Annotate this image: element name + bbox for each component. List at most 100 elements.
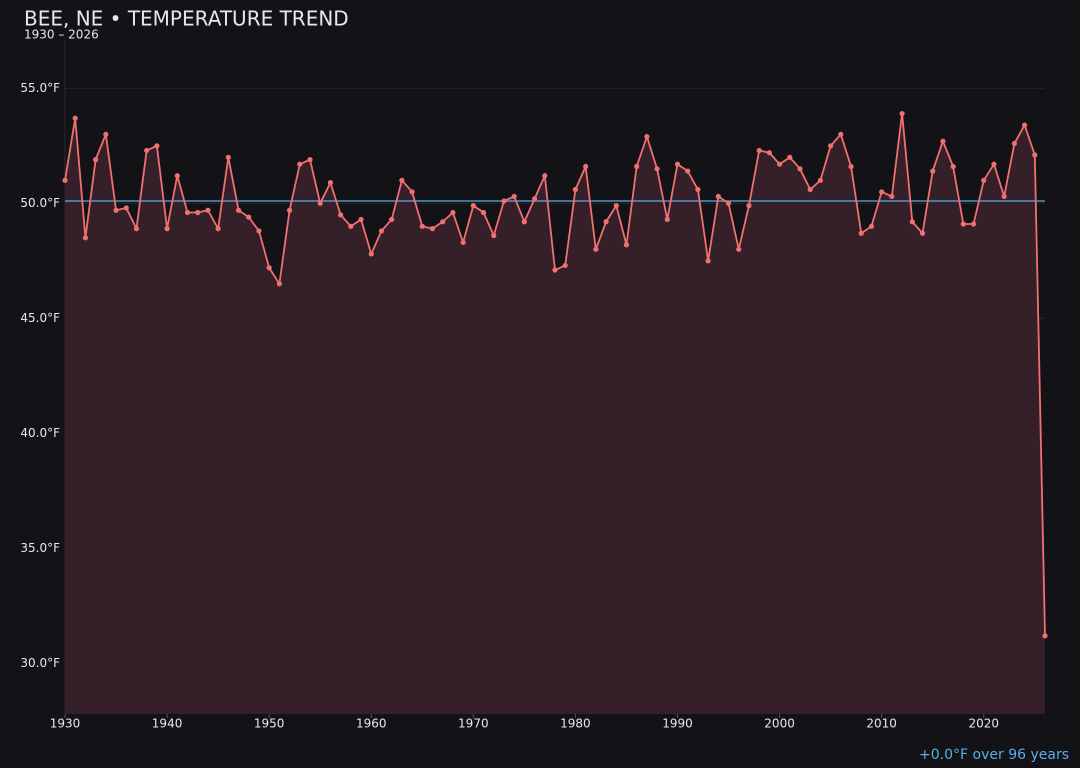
point bbox=[838, 131, 844, 137]
y-tick-label: 40.0°F bbox=[20, 426, 60, 440]
y-tick-label: 30.0°F bbox=[20, 656, 60, 670]
point bbox=[82, 235, 89, 241]
point bbox=[297, 161, 303, 167]
point bbox=[776, 161, 783, 167]
point bbox=[389, 216, 395, 223]
x-tick-label: 2010 bbox=[866, 717, 897, 731]
point bbox=[256, 228, 262, 234]
point bbox=[950, 163, 956, 170]
point bbox=[654, 166, 660, 172]
point bbox=[715, 193, 721, 200]
point bbox=[705, 258, 711, 264]
point bbox=[1001, 193, 1007, 200]
point bbox=[368, 251, 374, 257]
point bbox=[327, 180, 334, 186]
point bbox=[460, 239, 466, 246]
trend-annotation: +0.0°F over 96 years bbox=[919, 747, 1069, 763]
point bbox=[797, 166, 803, 172]
point bbox=[593, 246, 599, 252]
point bbox=[358, 216, 364, 223]
point bbox=[613, 203, 619, 209]
point bbox=[623, 242, 630, 248]
point bbox=[807, 186, 813, 193]
point bbox=[1021, 122, 1028, 128]
point bbox=[184, 209, 191, 216]
point bbox=[205, 207, 211, 213]
x-tick-label: 1930 bbox=[50, 717, 81, 731]
point bbox=[72, 115, 78, 121]
point bbox=[419, 223, 425, 229]
point bbox=[491, 232, 497, 239]
point bbox=[583, 163, 589, 170]
point bbox=[480, 209, 487, 216]
point bbox=[562, 262, 568, 269]
point bbox=[470, 203, 476, 209]
point bbox=[981, 177, 987, 183]
point bbox=[756, 147, 762, 154]
point bbox=[685, 168, 691, 174]
chart-subtitle: 1930 – 2026 bbox=[24, 28, 99, 42]
point bbox=[572, 186, 579, 193]
point bbox=[317, 200, 323, 206]
point bbox=[235, 207, 242, 213]
point bbox=[225, 154, 231, 160]
point bbox=[103, 131, 109, 137]
point bbox=[664, 216, 670, 223]
point bbox=[144, 147, 150, 154]
point bbox=[123, 205, 129, 211]
point bbox=[879, 189, 885, 195]
point bbox=[113, 207, 119, 213]
point bbox=[531, 196, 538, 202]
point bbox=[848, 163, 854, 170]
point bbox=[286, 207, 293, 213]
x-tick-label: 1980 bbox=[560, 717, 591, 731]
point bbox=[174, 173, 180, 179]
point bbox=[440, 219, 446, 225]
point bbox=[133, 226, 140, 232]
point bbox=[154, 143, 160, 149]
point bbox=[746, 203, 752, 209]
x-tick-label: 1950 bbox=[254, 717, 285, 731]
point bbox=[246, 214, 252, 220]
point bbox=[542, 173, 548, 179]
point bbox=[501, 198, 507, 204]
point bbox=[266, 265, 272, 271]
point bbox=[674, 161, 681, 167]
y-tick-label: 35.0°F bbox=[20, 541, 60, 555]
point bbox=[736, 246, 742, 252]
point bbox=[930, 168, 936, 174]
point bbox=[725, 200, 732, 206]
point bbox=[215, 226, 221, 232]
x-tick-label: 1940 bbox=[152, 717, 183, 731]
point bbox=[195, 209, 201, 216]
point bbox=[378, 228, 385, 234]
point bbox=[307, 157, 313, 163]
point bbox=[603, 219, 609, 225]
y-tick-label: 45.0°F bbox=[20, 311, 60, 325]
y-tick-label: 55.0°F bbox=[20, 81, 60, 95]
point bbox=[1011, 140, 1017, 147]
point bbox=[164, 226, 170, 232]
point bbox=[828, 143, 834, 149]
point bbox=[62, 177, 68, 183]
point bbox=[695, 186, 701, 193]
point bbox=[787, 154, 793, 160]
point bbox=[919, 230, 926, 236]
point bbox=[858, 230, 864, 236]
point bbox=[409, 189, 415, 195]
point bbox=[960, 221, 966, 227]
point bbox=[644, 134, 650, 140]
point bbox=[634, 163, 640, 170]
chart-title: BEE, NE • TEMPERATURE TREND bbox=[24, 7, 349, 31]
point bbox=[899, 111, 905, 117]
point bbox=[766, 150, 772, 156]
point bbox=[348, 223, 354, 229]
point bbox=[511, 193, 517, 200]
point bbox=[399, 177, 405, 183]
area bbox=[65, 113, 1045, 715]
point bbox=[552, 267, 558, 273]
point bbox=[93, 157, 99, 163]
x-tick-label: 2000 bbox=[764, 717, 795, 731]
